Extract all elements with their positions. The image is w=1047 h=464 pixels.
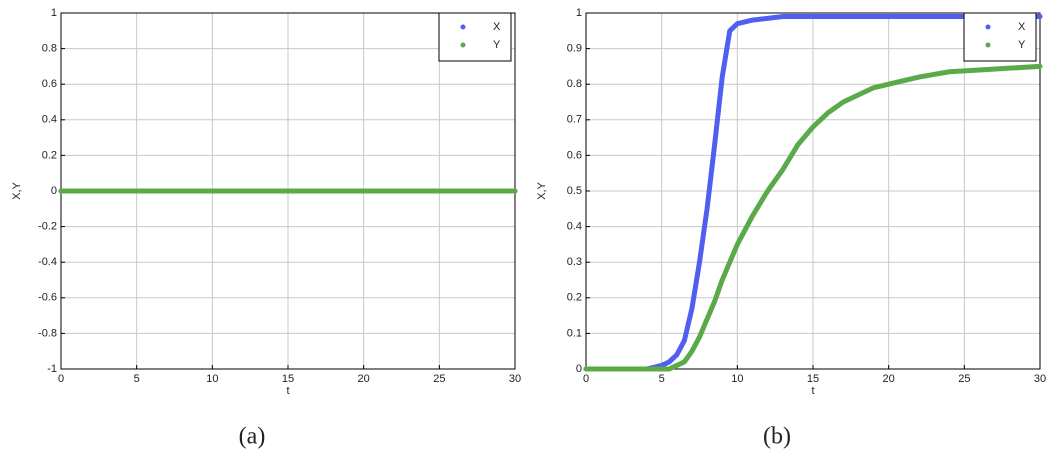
y-tick-label: 0.5 [567, 185, 582, 197]
y-tick-label: 0.7 [567, 114, 582, 126]
x-tick-label: 10 [731, 373, 743, 385]
x-tick-label: 0 [58, 373, 64, 385]
x-tick-label: 0 [583, 373, 589, 385]
legend-label: Y [493, 39, 501, 51]
legend-marker [986, 25, 991, 30]
x-tick-label: 30 [1034, 373, 1046, 385]
y-tick-label: 0.9 [567, 43, 582, 55]
y-tick-label: -0.6 [38, 292, 57, 304]
y-tick-label: 0.2 [42, 149, 57, 161]
x-tick-label: 20 [883, 373, 895, 385]
x-tick-label: 15 [807, 373, 819, 385]
caption: (a) [239, 424, 266, 450]
x-tick-label: 10 [206, 373, 218, 385]
legend-label: Y [1018, 39, 1026, 51]
y-axis-label: X,Y [11, 181, 23, 199]
y-axis-label: X,Y [536, 181, 548, 199]
y-tick-label: -1 [47, 363, 57, 375]
y-tick-label: 0.4 [567, 221, 582, 233]
legend-label: X [493, 21, 501, 33]
y-tick-label: -0.8 [38, 327, 57, 339]
x-tick-label: 25 [433, 373, 445, 385]
x-tick-label: 15 [282, 373, 294, 385]
caption: (b) [763, 424, 791, 450]
x-tick-label: 25 [958, 373, 970, 385]
y-tick-label: 0 [51, 185, 57, 197]
y-tick-label: 0.3 [567, 256, 582, 268]
x-tick-label: 30 [509, 373, 521, 385]
legend-marker [461, 43, 466, 48]
y-tick-label: 0.6 [567, 149, 582, 161]
y-tick-label: 0.1 [567, 327, 582, 339]
legend-marker [461, 25, 466, 30]
y-tick-label: -0.4 [38, 256, 57, 268]
y-tick-label: 0.8 [567, 78, 582, 90]
y-tick-label: 0.8 [42, 43, 57, 55]
y-tick-label: 0.6 [42, 78, 57, 90]
legend-marker [986, 43, 991, 48]
y-tick-label: 1 [576, 7, 582, 19]
x-tick-label: 5 [659, 373, 665, 385]
figure: -1-0.8-0.6-0.4-0.200.20.40.60.8105101520… [0, 0, 1047, 459]
x-axis-label: t [811, 385, 814, 397]
legend-label: X [1018, 21, 1026, 33]
x-tick-label: 20 [358, 373, 370, 385]
y-tick-label: -0.2 [38, 221, 57, 233]
y-tick-label: 0.4 [42, 114, 57, 126]
y-tick-label: 1 [51, 7, 57, 19]
x-axis-label: t [286, 385, 289, 397]
y-tick-label: 0 [576, 363, 582, 375]
x-tick-label: 5 [134, 373, 140, 385]
y-tick-label: 0.2 [567, 292, 582, 304]
